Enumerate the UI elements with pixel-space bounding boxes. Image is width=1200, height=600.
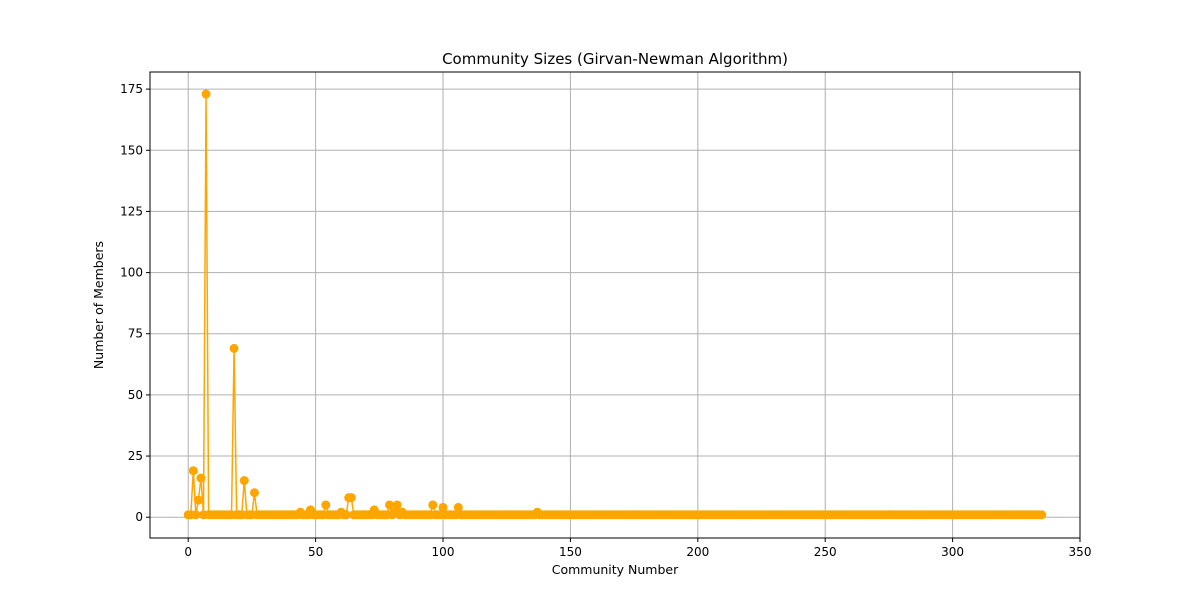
series-community-sizes (183, 89, 1047, 520)
data-point (229, 343, 239, 353)
grid-lines (150, 72, 1081, 538)
chart-title: Community Sizes (Girvan-Newman Algorithm… (442, 50, 788, 68)
plot-frame (149, 71, 1081, 539)
data-point (341, 510, 351, 520)
data-point (321, 500, 331, 510)
data-point (239, 476, 249, 486)
x-axis-title: Community Number (552, 562, 679, 577)
y-tick-label: 150 (120, 143, 143, 157)
x-tick-label: 100 (432, 545, 455, 559)
y-tick-label: 175 (120, 82, 143, 96)
data-point (428, 500, 438, 510)
y-tick-label: 25 (128, 449, 143, 463)
x-tick-label: 150 (559, 545, 582, 559)
x-tick-label: 250 (814, 545, 837, 559)
x-tick-label: 300 (941, 545, 964, 559)
data-point (188, 466, 198, 476)
data-point (249, 488, 259, 498)
y-tick-label: 0 (135, 510, 143, 524)
x-tick-label: 50 (308, 545, 323, 559)
data-point (453, 502, 463, 512)
data-point (438, 502, 448, 512)
data-point (346, 493, 356, 503)
data-point (191, 510, 201, 520)
data-point (1037, 510, 1047, 520)
data-point (196, 473, 206, 483)
axis-ticks: 0 50 100 150 200 250 300 350 0 25 50 75 100 125 150 175 (120, 82, 1091, 559)
y-tick-label: 75 (128, 327, 143, 341)
y-tick-label: 125 (120, 204, 143, 218)
x-tick-label: 0 (184, 545, 192, 559)
x-tick-label: 200 (686, 545, 709, 559)
y-axis-title: Number of Members (91, 241, 106, 369)
data-point (385, 500, 395, 510)
data-point (193, 495, 203, 505)
data-point (201, 89, 211, 99)
x-tick-label: 350 (1069, 545, 1092, 559)
y-tick-label: 100 (120, 266, 143, 280)
y-tick-label: 50 (128, 388, 143, 402)
data-point (392, 500, 402, 510)
